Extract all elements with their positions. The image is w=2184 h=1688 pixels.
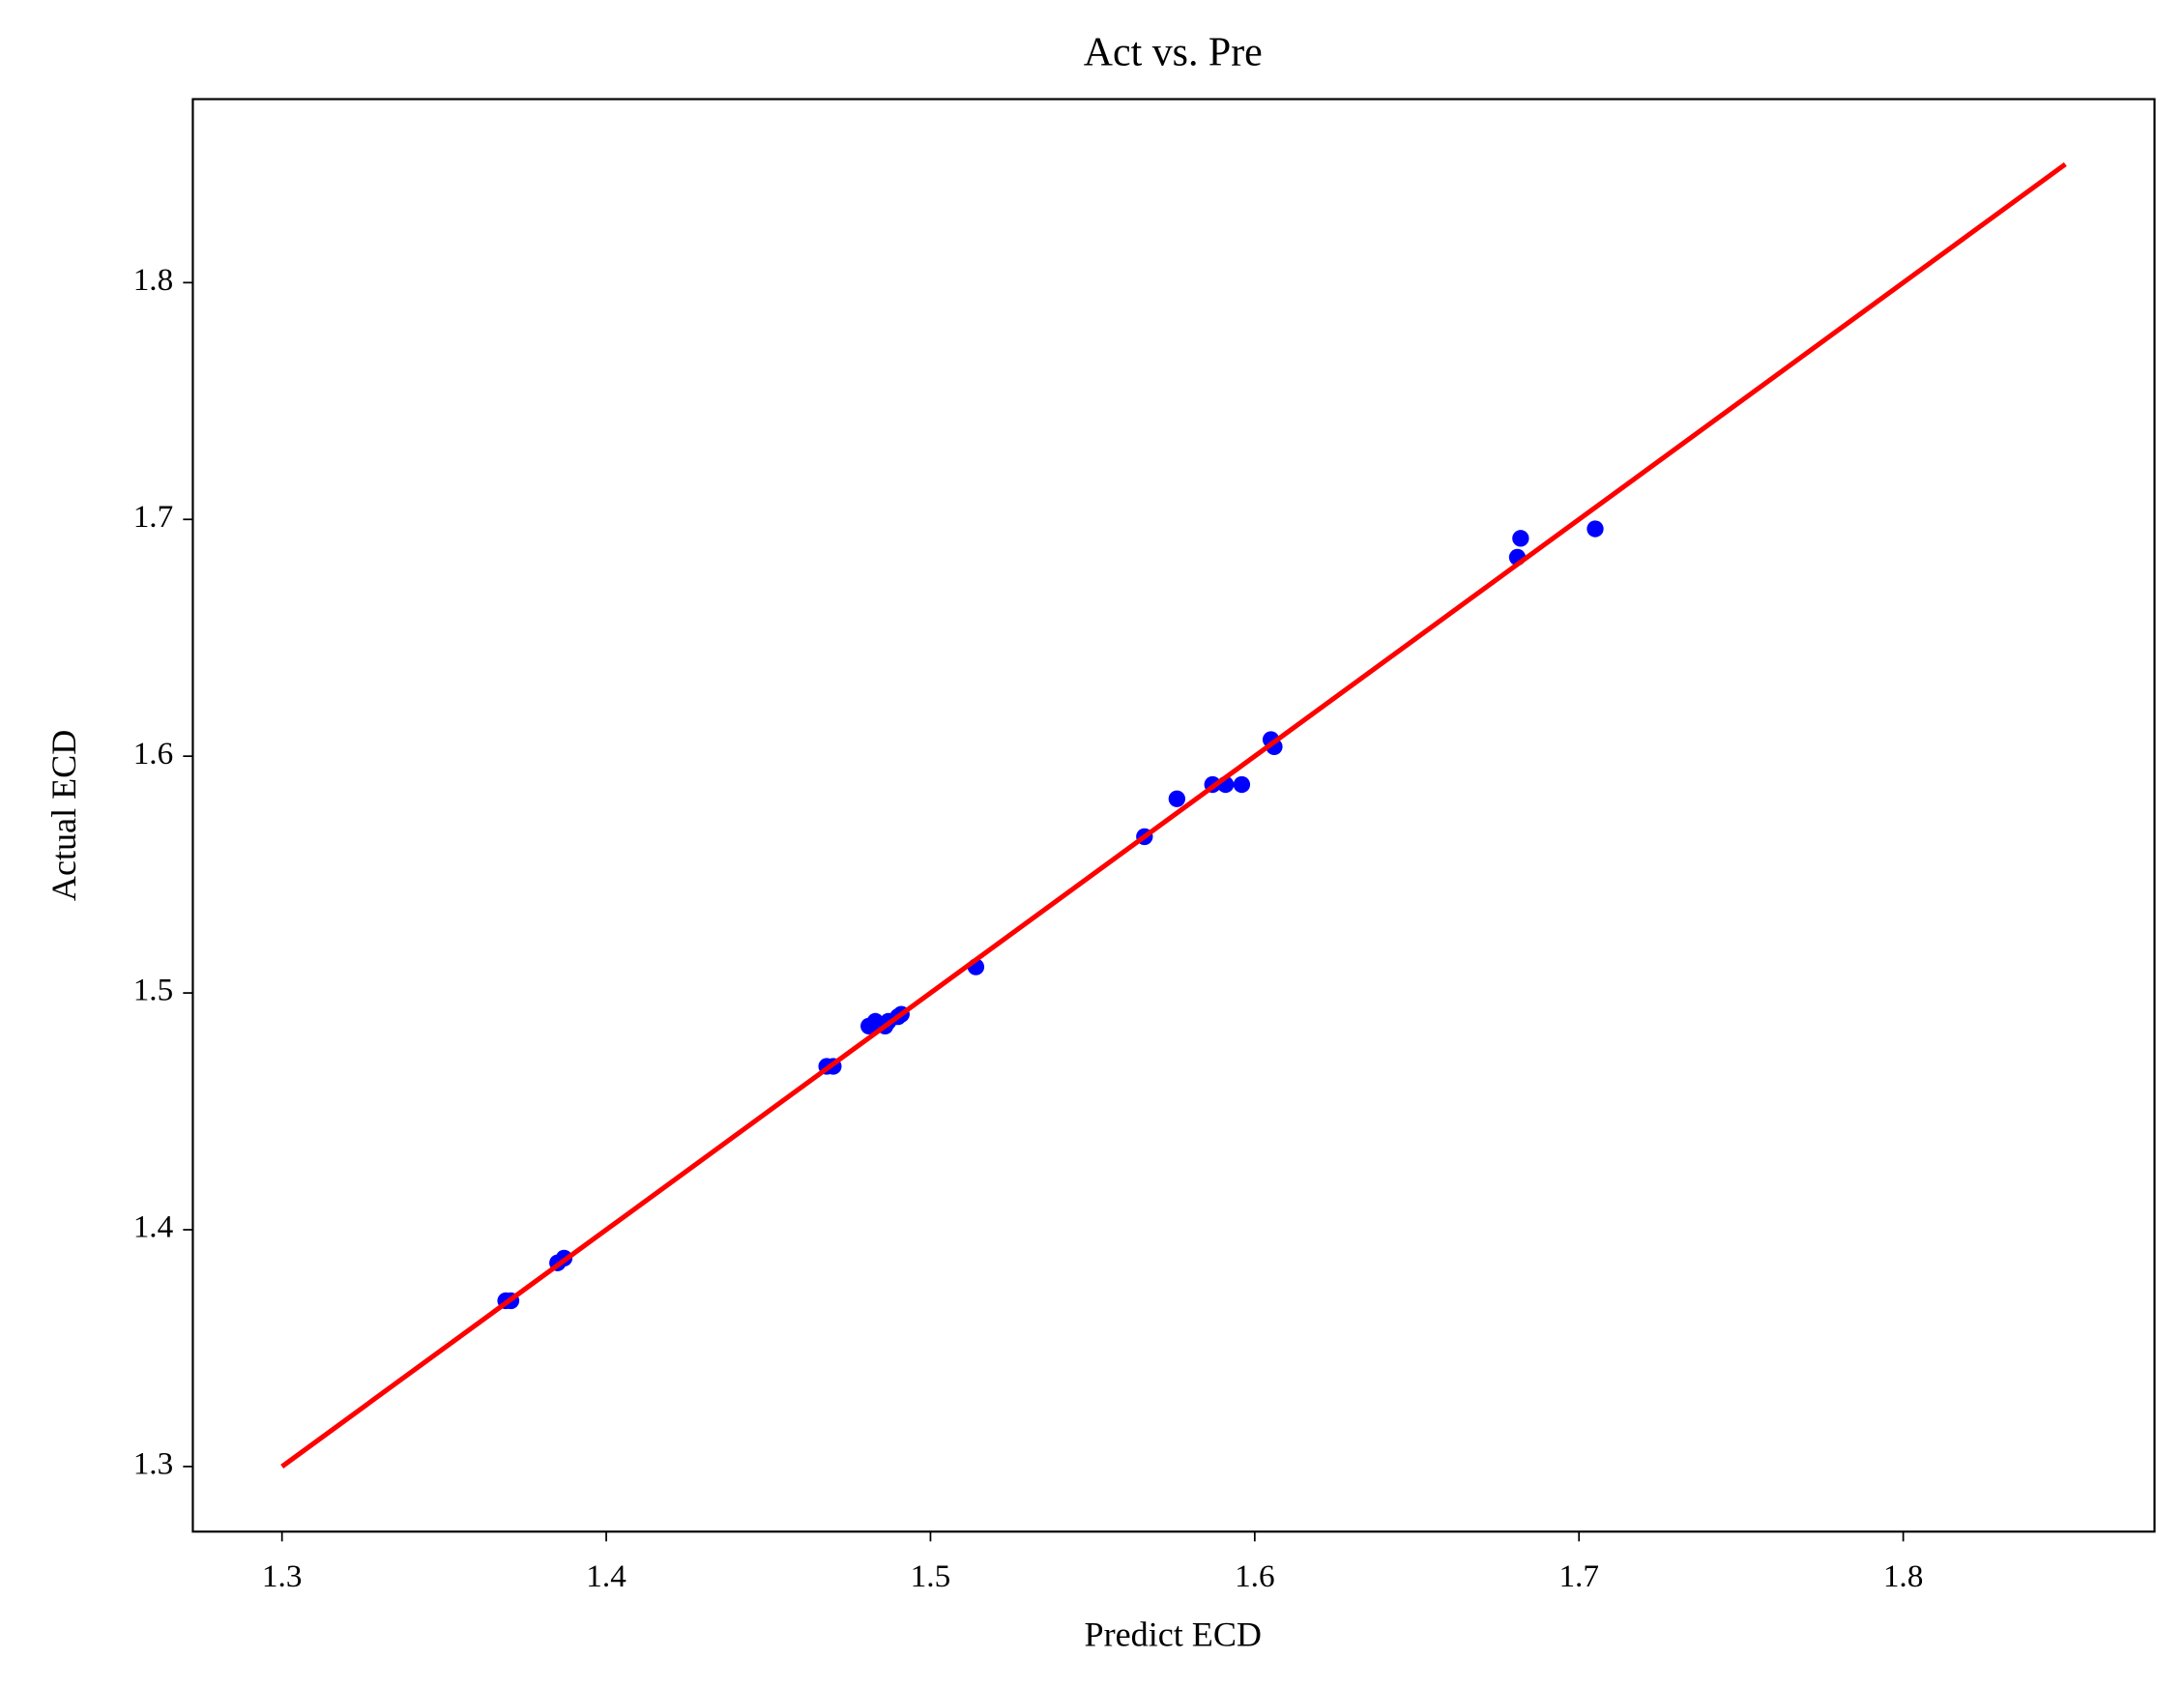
y-axis-label: Actual ECD — [44, 730, 83, 901]
x-tick-label: 1.7 — [1558, 1558, 1599, 1594]
x-tick-label: 1.6 — [1235, 1558, 1275, 1594]
x-tick-label: 1.4 — [586, 1558, 626, 1594]
chart-title: Act vs. Pre — [1084, 30, 1263, 74]
y-tick-label: 1.3 — [133, 1446, 174, 1482]
x-tick-label: 1.3 — [262, 1558, 303, 1594]
x-tick-label: 1.5 — [911, 1558, 951, 1594]
point — [1233, 775, 1251, 794]
fit-line — [280, 161, 2067, 1469]
point — [1587, 520, 1604, 538]
x-axis-label: Predict ECD — [1085, 1615, 1262, 1653]
point — [1168, 790, 1186, 807]
point — [1512, 530, 1529, 547]
x-tick-label: 1.8 — [1883, 1558, 1924, 1594]
y-tick-label: 1.6 — [133, 736, 174, 771]
plot-frame — [191, 98, 2156, 1533]
y-tick-label: 1.4 — [133, 1209, 174, 1245]
y-tick-label: 1.5 — [133, 973, 174, 1008]
y-tick-label: 1.8 — [133, 262, 174, 298]
y-tick-label: 1.7 — [133, 499, 174, 535]
